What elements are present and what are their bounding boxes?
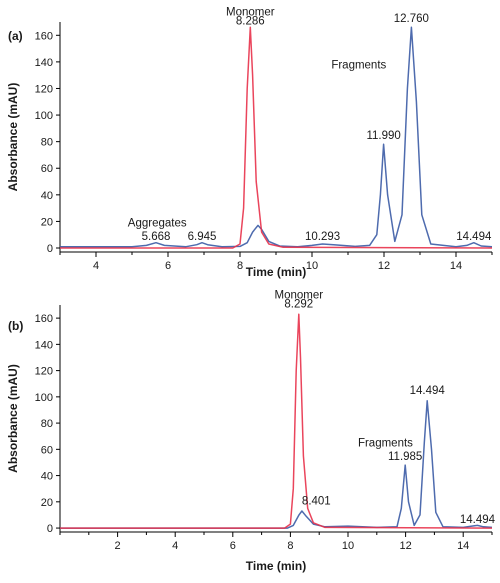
peak-annotation: 10.293 <box>305 231 340 243</box>
y-tick-label: 120 <box>35 83 53 95</box>
y-tick-label: 60 <box>41 444 53 456</box>
peak-annotation: 8.286 <box>236 16 265 28</box>
x-tick-label: 10 <box>306 260 318 272</box>
peak-annotation: 12.760 <box>394 13 429 25</box>
x-tick-label: 8 <box>237 260 243 272</box>
chart-panel-1: 0 20 40 60 80 100 120 140 160 2 4 6 8 10 12 14 Time (min… <box>6 289 496 573</box>
y-tick-label: 0 <box>47 523 53 535</box>
y-tick-label: 100 <box>35 110 53 122</box>
y-tick-label: 140 <box>35 339 53 351</box>
y-tick-label: 60 <box>41 163 53 175</box>
y-tick-label: 80 <box>41 137 53 149</box>
panel-label: (b) <box>8 319 23 333</box>
y-tick-label: 160 <box>35 313 53 325</box>
x-tick-label: 2 <box>115 540 121 552</box>
peak-annotation: 8.292 <box>284 299 313 311</box>
x-axis-title: Time (min) <box>246 559 306 573</box>
peak-annotation: 5.668 <box>142 231 171 243</box>
x-tick-label: 6 <box>230 540 236 552</box>
y-tick-label: 140 <box>35 57 53 69</box>
y-tick-label: 120 <box>35 366 53 378</box>
x-axis-title: Time (min) <box>246 265 306 279</box>
x-tick-label: 14 <box>457 540 469 552</box>
x-tick-label: 4 <box>93 260 99 272</box>
peak-annotation: Fragments <box>358 438 413 450</box>
series-line-1 <box>60 313 493 529</box>
x-tick-label: 8 <box>287 540 293 552</box>
y-tick-label: 0 <box>47 243 53 255</box>
y-axis-title: Absorbance (mAU) <box>6 83 20 192</box>
peak-annotation: 11.990 <box>366 130 400 142</box>
x-tick-label: 12 <box>378 260 390 272</box>
peak-annotation: Monomer <box>275 289 324 301</box>
peak-annotation: Aggregates <box>128 218 187 230</box>
y-axis-title: Absorbance (mAU) <box>6 364 20 473</box>
y-tick-label: 80 <box>41 418 53 430</box>
peak-annotation: Fragments <box>331 60 386 72</box>
y-tick-label: 40 <box>41 190 53 202</box>
x-tick-label: 14 <box>450 260 462 272</box>
peak-annotation: 6.945 <box>188 231 217 243</box>
peak-annotation: 11.985 <box>388 451 422 463</box>
y-tick-label: 20 <box>41 216 53 228</box>
panel-label: (a) <box>8 29 23 43</box>
series-line-0 <box>60 26 493 248</box>
x-tick-label: 4 <box>172 540 178 552</box>
y-tick-label: 100 <box>35 392 53 404</box>
y-tick-label: 20 <box>41 497 53 509</box>
peak-annotation: 14.494 <box>460 514 496 526</box>
x-tick-label: 12 <box>399 540 411 552</box>
peak-annotation: 14.494 <box>456 231 492 243</box>
y-tick-label: 160 <box>35 30 53 42</box>
series-line-0 <box>60 400 493 529</box>
peak-annotation: Monomer <box>226 6 275 18</box>
x-tick-label: 6 <box>165 260 171 272</box>
peak-annotation: 8.401 <box>302 495 331 507</box>
x-tick-label: 10 <box>342 540 354 552</box>
chart-panel-0: 0 20 40 60 80 100 120 140 160 4 6 8 10 12 14 Time (min)… <box>6 6 493 279</box>
series-line-1 <box>60 26 493 249</box>
y-tick-label: 40 <box>41 471 53 483</box>
peak-annotation: 14.494 <box>410 385 446 397</box>
